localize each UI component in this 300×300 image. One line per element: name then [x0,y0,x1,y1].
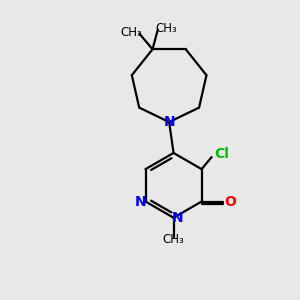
Text: CH₃: CH₃ [155,22,177,35]
Text: CH₃: CH₃ [163,233,184,246]
Text: N: N [172,211,184,225]
Text: N: N [163,115,175,129]
Text: O: O [224,194,236,208]
Text: Cl: Cl [214,147,229,161]
Text: N: N [134,194,146,208]
Text: CH₃: CH₃ [120,26,142,39]
